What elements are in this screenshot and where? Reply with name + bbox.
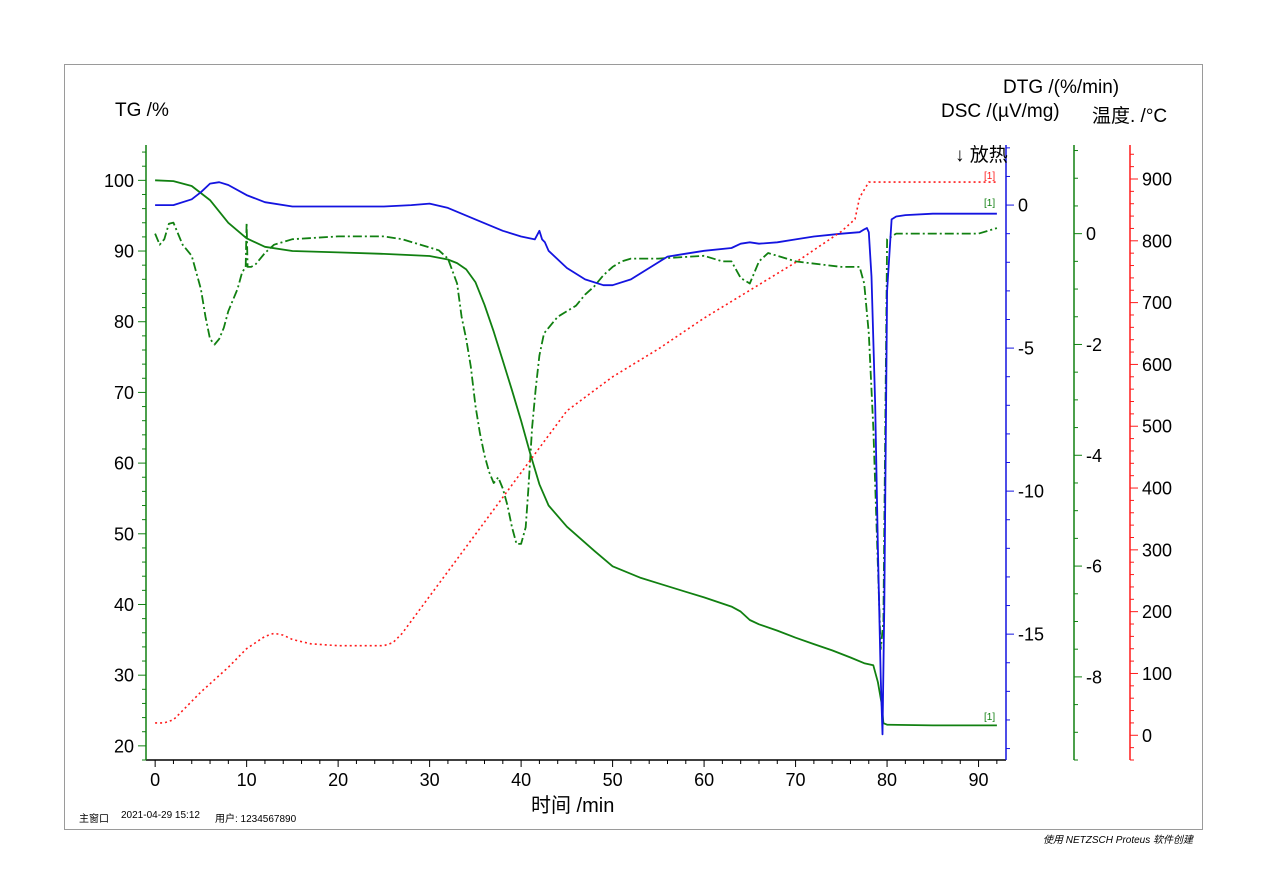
x-tick-label: 30 bbox=[420, 770, 440, 790]
dsc-axis-tick-label: -10 bbox=[1018, 482, 1044, 502]
x-tick-label: 80 bbox=[877, 770, 897, 790]
temp-axis-tick-label: 800 bbox=[1142, 231, 1172, 251]
x-tick-label: 70 bbox=[786, 770, 806, 790]
exotherm-direction-label: ↓ 放热 bbox=[955, 145, 1008, 166]
tg-curve bbox=[155, 179, 997, 727]
temp-curve bbox=[155, 181, 997, 724]
temp-axis-tick-label: 600 bbox=[1142, 355, 1172, 375]
x-tick-label: 60 bbox=[694, 770, 714, 790]
temp-axis-tick-label: 200 bbox=[1142, 602, 1172, 622]
temp-axis-tick-label: 500 bbox=[1142, 417, 1172, 437]
footer-credit: 使用 NETZSCH Proteus 软件创建 bbox=[1043, 835, 1194, 846]
dtg-axis-tick-label: -4 bbox=[1086, 446, 1102, 466]
temp-axis-tick-label: 900 bbox=[1142, 169, 1172, 189]
x-tick-label: 0 bbox=[150, 770, 160, 790]
footer-window: 主窗口 bbox=[79, 814, 109, 825]
tg-axis-tick-label: 90 bbox=[114, 242, 134, 262]
dtg-axis-tick-label: -6 bbox=[1086, 557, 1102, 577]
x-tick-label: 20 bbox=[328, 770, 348, 790]
dsc-axis-tick-label: 0 bbox=[1018, 196, 1028, 216]
x-tick-label: 10 bbox=[237, 770, 257, 790]
x-tick-label: 40 bbox=[511, 770, 531, 790]
temp-curve-marker: [1] bbox=[984, 171, 996, 182]
series-layer bbox=[154, 179, 998, 736]
axes-layer bbox=[138, 145, 1138, 767]
temp-axis-tick-label: 300 bbox=[1142, 540, 1172, 560]
dsc-axis-tick-label: -15 bbox=[1018, 625, 1044, 645]
tg-axis-tick-label: 70 bbox=[114, 383, 134, 403]
time-axis-title: 时间 /min bbox=[531, 795, 615, 817]
temp-axis-tick-label: 100 bbox=[1142, 664, 1172, 684]
temp-axis-tick-label: 400 bbox=[1142, 479, 1172, 499]
tg-axis-tick-label: 80 bbox=[114, 312, 134, 332]
temp-axis-title: 温度. /°C bbox=[1092, 106, 1168, 127]
tg-axis-tick-label: 100 bbox=[104, 171, 134, 191]
dtg-curve bbox=[154, 221, 998, 651]
plot-frame bbox=[64, 64, 1203, 830]
tg-axis-tick-label: 40 bbox=[114, 595, 134, 615]
tg-axis-tick-label: 20 bbox=[114, 736, 134, 756]
dtg-curve-marker: [1] bbox=[984, 198, 996, 209]
footer-user: 用户: 1234567890 bbox=[215, 814, 297, 825]
footer-datetime: 2021-04-29 15:12 bbox=[121, 810, 200, 821]
tg-axis-tick-label: 60 bbox=[114, 454, 134, 474]
x-tick-label: 90 bbox=[969, 770, 989, 790]
x-tick-label: 50 bbox=[603, 770, 623, 790]
dtg-axis-tick-label: 0 bbox=[1086, 224, 1096, 244]
dsc-axis-tick-label: -5 bbox=[1018, 339, 1034, 359]
dtg-axis-title: DTG /(%/min) bbox=[1003, 77, 1120, 98]
tg-axis-tick-label: 50 bbox=[114, 524, 134, 544]
tg-axis-tick-label: 30 bbox=[114, 666, 134, 686]
tick-label-layer: 0 10 20 30 40 50 60 70 80 90 20 30 40 50 60 70 80 90 100 0 -… bbox=[104, 169, 1172, 790]
dsc-axis-title: DSC /(µV/mg) bbox=[941, 101, 1060, 122]
temp-axis-tick-label: 0 bbox=[1142, 726, 1152, 746]
tg-curve-marker: [1] bbox=[984, 712, 996, 723]
temp-axis-tick-label: 700 bbox=[1142, 293, 1172, 313]
tg-axis-title: TG /% bbox=[115, 100, 169, 121]
dsc-curve bbox=[155, 181, 997, 736]
dtg-axis-tick-label: -2 bbox=[1086, 335, 1102, 355]
dtg-axis-tick-label: -8 bbox=[1086, 667, 1102, 687]
